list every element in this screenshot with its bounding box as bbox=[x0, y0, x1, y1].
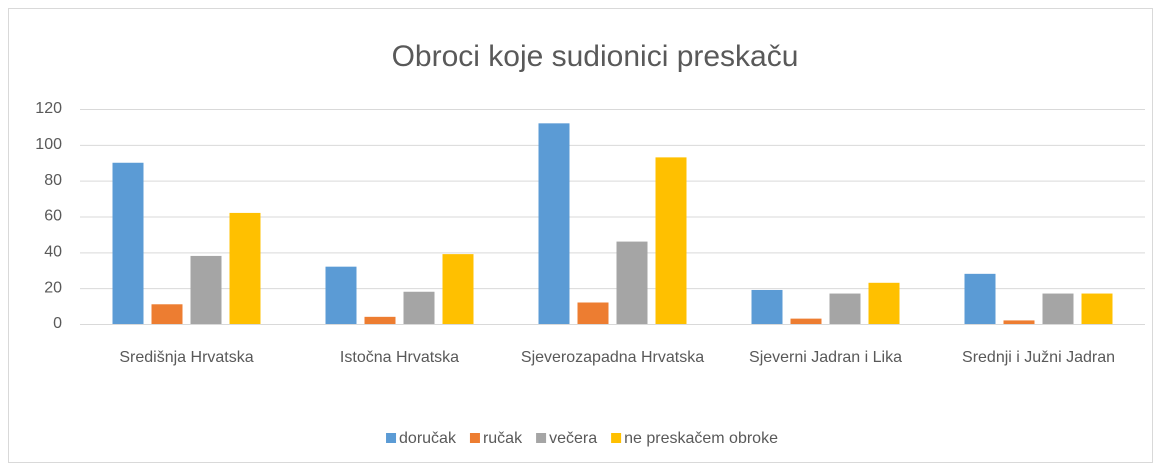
y-tick-label: 20 bbox=[44, 279, 62, 296]
bar bbox=[964, 273, 996, 324]
x-tick-label: Istočna Hrvatska bbox=[340, 349, 459, 366]
bar bbox=[829, 293, 861, 324]
bar bbox=[577, 302, 609, 324]
bar bbox=[403, 291, 435, 324]
bar bbox=[229, 212, 261, 324]
bar bbox=[325, 266, 357, 324]
bar bbox=[190, 255, 222, 324]
legend-swatch bbox=[536, 433, 547, 443]
x-tick-label: Srednji i Južni Jadran bbox=[962, 349, 1115, 366]
x-tick-label: Središnja Hrvatska bbox=[119, 349, 253, 366]
legend-label: doručak bbox=[399, 430, 457, 447]
y-tick-label: 100 bbox=[35, 136, 62, 153]
bar bbox=[751, 289, 783, 324]
legend-swatch bbox=[611, 433, 622, 443]
y-tick-label: 40 bbox=[44, 244, 62, 261]
chart-border bbox=[8, 8, 1153, 463]
bar bbox=[868, 282, 900, 324]
y-tick-label: 60 bbox=[44, 208, 62, 225]
bar bbox=[1081, 293, 1113, 324]
legend-label: ručak bbox=[483, 430, 523, 447]
y-tick-label: 120 bbox=[35, 100, 62, 117]
legend-swatch bbox=[469, 433, 480, 443]
bar bbox=[364, 316, 396, 324]
bar bbox=[538, 123, 570, 324]
legend: doručak ručak večera ne preskačem obroke bbox=[386, 430, 778, 447]
bar bbox=[112, 162, 144, 324]
chart-title: Obroci koje sudionici preskaču bbox=[392, 40, 799, 73]
legend-swatch bbox=[386, 433, 397, 443]
x-tick-label: Sjeverni Jadran i Lika bbox=[749, 349, 902, 366]
y-tick-label: 80 bbox=[44, 172, 62, 189]
bar bbox=[1003, 320, 1035, 324]
bar bbox=[790, 318, 822, 324]
x-tick-label: Sjeverozapadna Hrvatska bbox=[521, 349, 704, 366]
legend-label: večera bbox=[549, 430, 597, 447]
bar bbox=[1042, 293, 1074, 324]
bar bbox=[655, 157, 687, 324]
bar bbox=[151, 304, 183, 324]
y-tick-label: 0 bbox=[53, 315, 62, 332]
bar bbox=[442, 254, 474, 324]
bar bbox=[616, 241, 648, 324]
legend-label: ne preskačem obroke bbox=[624, 430, 778, 447]
